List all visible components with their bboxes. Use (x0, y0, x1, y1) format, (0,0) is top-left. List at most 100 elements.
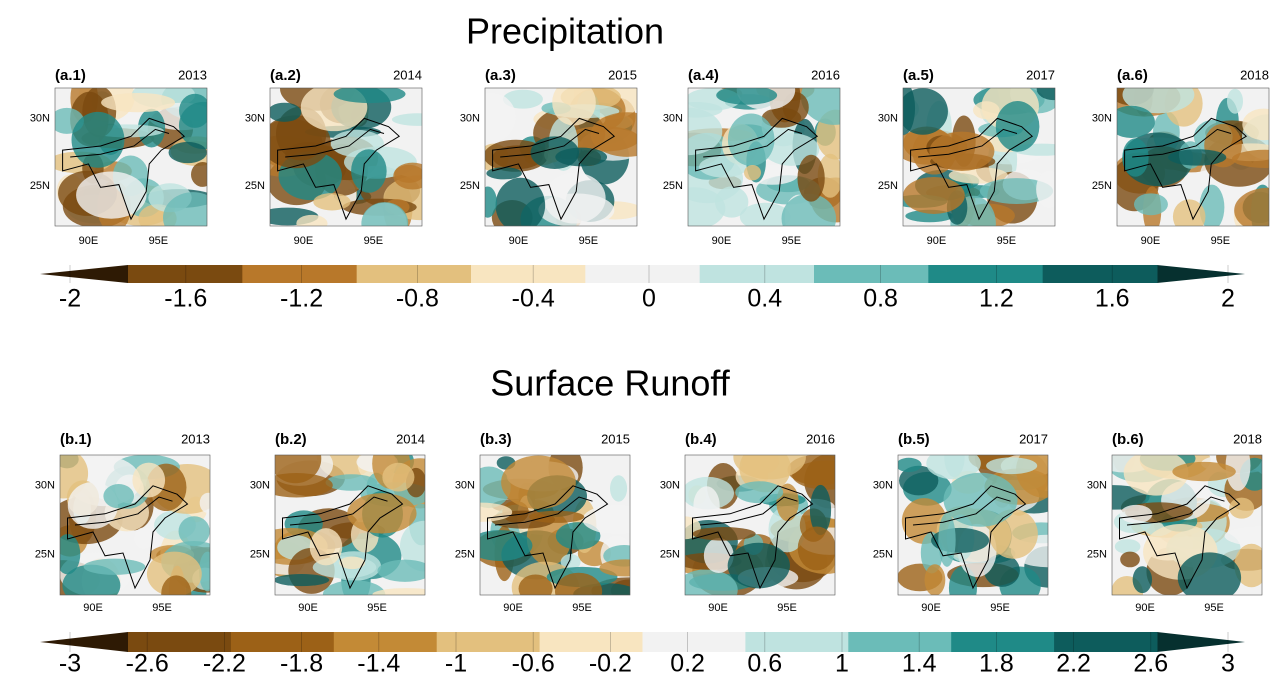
map-panel (1117, 88, 1269, 226)
map-field (1242, 108, 1269, 141)
map-field (901, 498, 947, 545)
map-field (599, 559, 630, 577)
lat-tick-label: 30N (455, 480, 475, 492)
colorbar-segment (333, 632, 438, 652)
country-border (67, 485, 189, 590)
map-frame (54, 87, 208, 227)
map-field (744, 164, 762, 181)
map-panel (688, 88, 840, 226)
map-field (943, 472, 1018, 527)
panel-year: 2018 (1233, 431, 1262, 446)
map-field (924, 564, 946, 595)
map-field (716, 88, 778, 105)
map-field (1172, 199, 1206, 226)
map-field (377, 559, 425, 582)
colorbar-tick-label: -1.4 (357, 650, 400, 678)
map-panel (898, 455, 1048, 595)
colorbar-tick-label: 1.2 (979, 285, 1014, 313)
lat-tick-label: 25N (30, 180, 50, 192)
colorbar-tick-label: -2 (59, 285, 81, 313)
lat-tick-label: 25N (250, 548, 270, 560)
map-frame (269, 87, 423, 227)
lat-tick-label: 25N (873, 548, 893, 560)
map-field (1224, 525, 1262, 547)
map-field (1226, 88, 1244, 114)
colorbar-segment (128, 632, 232, 652)
country-border (695, 117, 819, 221)
map-frame (1111, 454, 1263, 596)
map-field (275, 574, 330, 587)
lat-tick-label: 25N (460, 180, 480, 192)
lat-tick-label: 30N (878, 112, 898, 124)
country-border (1124, 117, 1248, 221)
colorbar-tick-label: -2.2 (203, 650, 246, 678)
country-border (492, 117, 616, 221)
map-panel (55, 88, 207, 226)
colorbar-tick-label: -1.8 (280, 650, 323, 678)
panel-year: 2015 (608, 67, 637, 82)
colorbar-segment (471, 265, 586, 283)
map-field (768, 505, 806, 553)
map-field (797, 526, 835, 571)
section-title: Surface Runoff (490, 363, 730, 404)
map-field (555, 572, 603, 595)
panel-year: 2015 (601, 431, 630, 446)
lat-tick-label: 30N (660, 480, 680, 492)
map-field (275, 473, 333, 498)
lon-tick-label: 95E (572, 602, 592, 614)
lon-tick-label: 90E (79, 235, 99, 247)
map-field (168, 141, 207, 164)
map-field (528, 510, 585, 523)
country-border (912, 496, 1011, 526)
map-field (325, 474, 378, 491)
map-panel (485, 88, 637, 226)
map-field (555, 147, 608, 167)
country-border (699, 496, 798, 526)
map-field (372, 588, 425, 595)
country-border (918, 128, 1018, 158)
lon-tick-label: 95E (997, 235, 1017, 247)
panel-label: (b.2) (275, 431, 307, 448)
panel-year: 2013 (178, 67, 207, 82)
lat-tick-label: 30N (35, 480, 55, 492)
lon-tick-label: 90E (503, 602, 523, 614)
colorbar-tick-label: 0.6 (747, 650, 782, 678)
map-field (1123, 455, 1189, 496)
panel-label: (a.1) (55, 67, 86, 84)
map-field (179, 93, 207, 128)
panel-label: (b.5) (898, 431, 930, 448)
map-frame (902, 87, 1056, 227)
map-field (560, 554, 581, 570)
map-field (1114, 539, 1141, 554)
map-field (781, 193, 837, 226)
colorbar-segment (699, 265, 815, 283)
map-field (60, 534, 81, 575)
map-frame (897, 454, 1049, 596)
map-field (382, 462, 415, 492)
colorbar-tick-label: 0.4 (747, 285, 782, 313)
lon-tick-label: 95E (367, 602, 387, 614)
colorbar-tick-label: -1 (445, 650, 467, 678)
lon-tick-label: 95E (1204, 602, 1224, 614)
colorbar-segment (745, 632, 849, 652)
map-field (1120, 551, 1140, 568)
lon-tick-label: 95E (990, 602, 1010, 614)
colorbar-tick-label: 1.8 (979, 650, 1014, 678)
lon-tick-label: 90E (712, 235, 732, 247)
map-field (133, 527, 155, 549)
map-field (688, 107, 723, 156)
map-field (163, 192, 207, 226)
map-field (495, 177, 546, 226)
panel-year: 2016 (806, 431, 835, 446)
map-field (715, 186, 749, 218)
map-panel (275, 455, 425, 595)
map-field (1117, 105, 1155, 138)
map-field (727, 113, 775, 167)
colorbar-segment (128, 265, 243, 283)
map-frame (274, 454, 426, 596)
map-field (199, 551, 210, 592)
panel-label: (a.6) (1117, 67, 1148, 84)
colorbar-end (40, 632, 128, 652)
lat-tick-label: 30N (250, 480, 270, 492)
lat-tick-label: 30N (663, 112, 683, 124)
